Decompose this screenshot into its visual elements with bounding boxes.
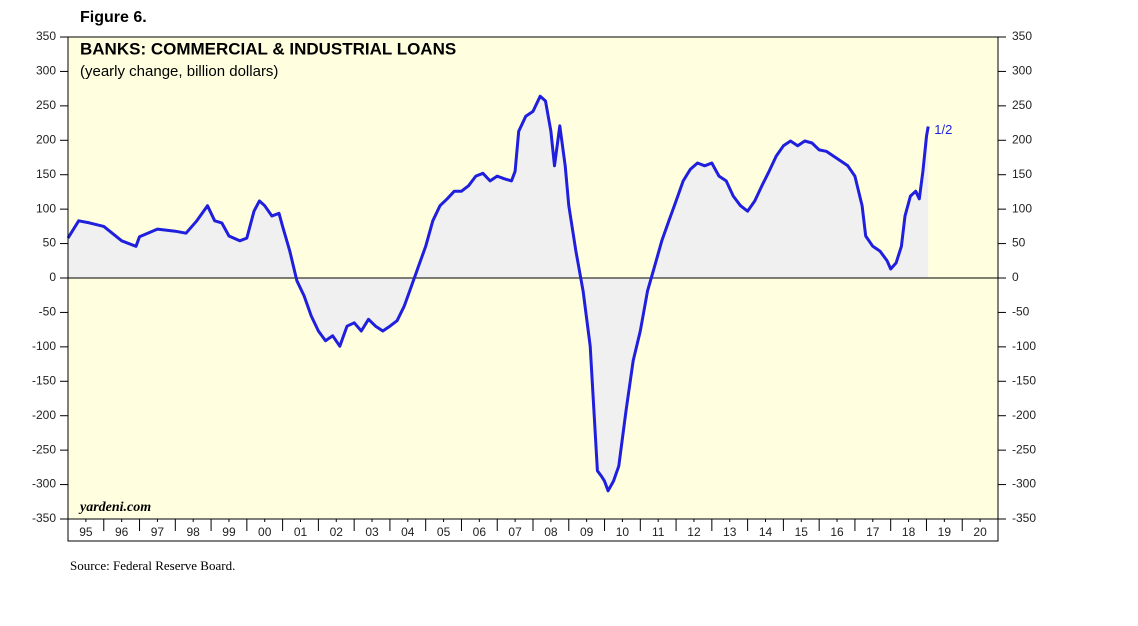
x-tick-label: 13 [723, 525, 737, 539]
x-tick-label: 99 [222, 525, 236, 539]
y-tick-label-right: 250 [1012, 98, 1032, 112]
y-tick-label: -250 [32, 442, 56, 456]
y-tick-label-right: 150 [1012, 167, 1032, 181]
y-tick-label: -200 [32, 408, 56, 422]
y-tick-label-right: -100 [1012, 339, 1036, 353]
y-tick-label: 0 [49, 270, 56, 284]
area-fill [68, 96, 929, 491]
x-tick-label: 97 [151, 525, 165, 539]
figure-label: Figure 6. [80, 9, 147, 26]
x-tick-label: 18 [902, 525, 916, 539]
x-tick-label: 14 [759, 525, 773, 539]
x-tick-label: 15 [795, 525, 809, 539]
y-tick-label: -350 [32, 511, 56, 525]
x-tick-label: 03 [365, 525, 379, 539]
x-tick-label: 19 [938, 525, 952, 539]
annotation: 1/2 [934, 122, 952, 137]
x-tick-label: 09 [580, 525, 594, 539]
frame [67, 36, 999, 542]
y-tick-label: -100 [32, 339, 56, 353]
source: Source: Federal Reserve Board. [70, 558, 235, 573]
y-tick-label: -50 [39, 305, 57, 319]
y-tick-label-right: 300 [1012, 64, 1032, 78]
x-tick-label: 01 [294, 525, 308, 539]
x-tick-label: 07 [508, 525, 522, 539]
y-tick-label: 150 [36, 167, 56, 181]
y-tick-label-right: 350 [1012, 29, 1032, 43]
x-tick-label: 95 [79, 525, 93, 539]
y-tick-label-right: -150 [1012, 373, 1036, 387]
y-tick-label: 250 [36, 98, 56, 112]
y-tick-label: 100 [36, 201, 56, 215]
y-tick-label: 50 [43, 236, 57, 250]
x-tick-label: 16 [830, 525, 844, 539]
y-tick-label-right: -300 [1012, 477, 1036, 491]
y-tick-label: 200 [36, 132, 56, 146]
chart-subtitle: (yearly change, billion dollars) [80, 63, 278, 80]
y-tick-label-right: -350 [1012, 511, 1036, 525]
x-tick-label: 12 [687, 525, 701, 539]
watermark: yardeni.com [78, 500, 151, 515]
series-line [66, 94, 930, 493]
x-tick-label: 06 [473, 525, 487, 539]
x-tick-label: 98 [187, 525, 201, 539]
y-tick-label: -150 [32, 373, 56, 387]
y-tick-label-right: 0 [1012, 270, 1019, 284]
x-tick-label: 11 [652, 525, 665, 539]
x-tick-label: 10 [616, 525, 630, 539]
y-tick-label: -300 [32, 477, 56, 491]
x-tick-label: 08 [544, 525, 558, 539]
y-tick-label-right: -50 [1012, 305, 1030, 319]
x-tick-label: 04 [401, 525, 415, 539]
x-tick-label: 96 [115, 525, 129, 539]
y-tick-label: 300 [36, 64, 56, 78]
y-tick-label-right: 200 [1012, 132, 1032, 146]
x-tick-label: 02 [330, 525, 344, 539]
x-tick-label: 17 [866, 525, 880, 539]
x-tick-label: 00 [258, 525, 272, 539]
y-tick-label-right: -250 [1012, 442, 1036, 456]
x-tick-label: 05 [437, 525, 451, 539]
x-tick-label: 20 [973, 525, 987, 539]
y-tick-label-right: -200 [1012, 408, 1036, 422]
y-tick-label-right: 50 [1012, 236, 1026, 250]
chart-title: BANKS: COMMERCIAL & INDUSTRIAL LOANS [80, 39, 456, 58]
y-tick-label: 350 [36, 29, 56, 43]
y-tick-label-right: 100 [1012, 201, 1032, 215]
